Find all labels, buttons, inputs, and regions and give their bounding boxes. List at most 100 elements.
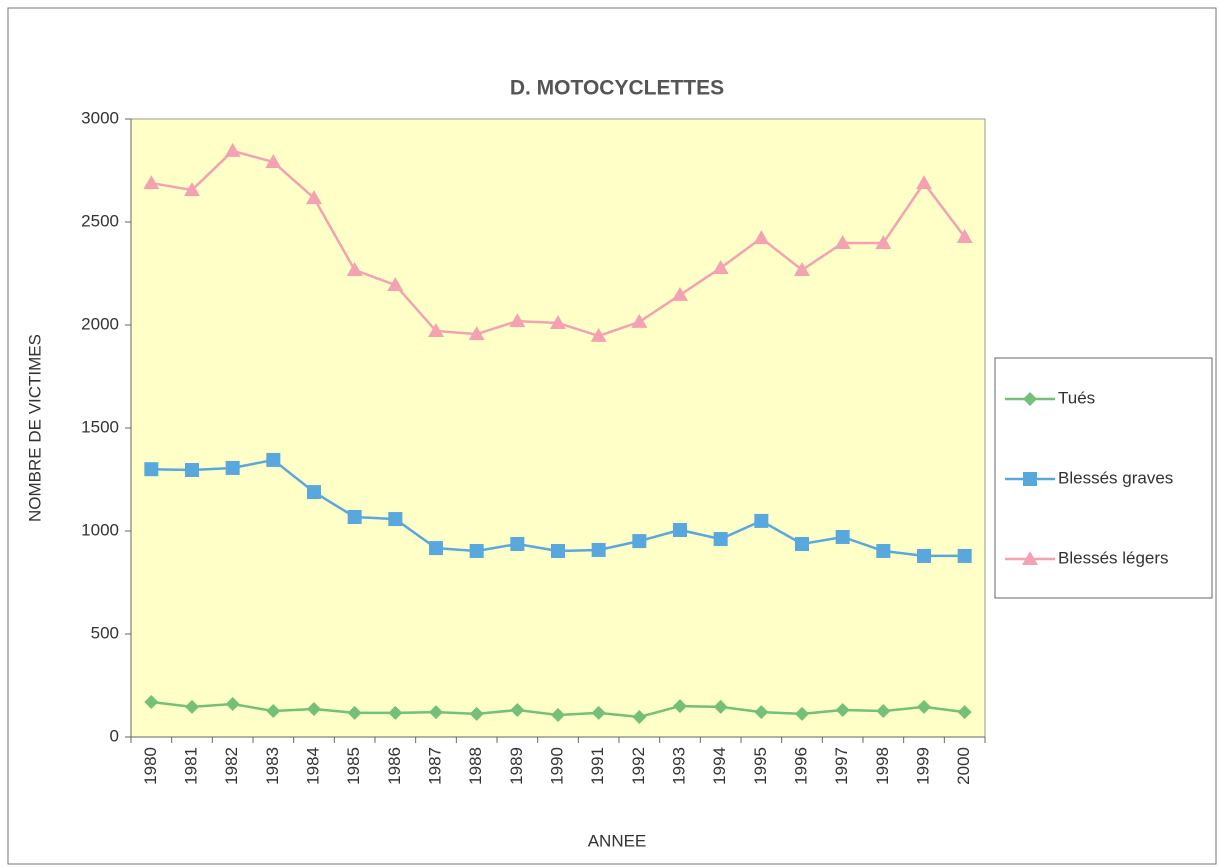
data-point	[510, 536, 525, 551]
y-tick-label: 2000	[81, 314, 119, 333]
data-point	[509, 313, 526, 328]
data-point	[185, 699, 199, 714]
data-point	[551, 707, 565, 722]
data-point	[795, 706, 809, 721]
data-point	[834, 235, 851, 250]
x-tick-label: 1995	[751, 747, 770, 785]
x-tick-label: 1988	[466, 747, 485, 785]
data-point	[266, 452, 281, 467]
x-tick-label: 1984	[303, 747, 322, 785]
legend-marker	[1022, 551, 1038, 565]
x-tick-label: 1991	[588, 747, 607, 785]
data-point	[307, 701, 321, 716]
x-tick-label: 1986	[385, 747, 404, 785]
data-point	[754, 705, 769, 720]
data-point	[591, 542, 606, 557]
data-point	[957, 705, 972, 720]
data-point	[713, 532, 728, 547]
plot-area	[130, 118, 986, 738]
data-point	[388, 705, 403, 720]
y-tick-label: 2500	[81, 211, 119, 230]
data-point	[428, 322, 444, 337]
x-tick-label: 1999	[913, 747, 932, 785]
data-point	[347, 705, 362, 720]
data-point	[917, 548, 931, 563]
legend-label: Tués	[1058, 388, 1095, 407]
data-point	[429, 705, 443, 720]
data-point	[875, 235, 892, 250]
data-point	[591, 705, 606, 720]
data-point	[835, 529, 850, 544]
data-point	[225, 460, 240, 475]
x-tick-label: 1985	[344, 747, 363, 785]
legend-marker	[1023, 392, 1037, 406]
data-point	[347, 509, 362, 524]
data-point	[712, 259, 729, 274]
data-point	[346, 261, 363, 276]
x-tick-label: 1987	[425, 747, 444, 785]
x-tick-label: 1992	[629, 747, 648, 785]
data-point	[631, 313, 648, 328]
data-point	[917, 699, 931, 714]
data-point	[957, 548, 972, 563]
y-axis-title: NOMBRE DE VICTIMES	[25, 334, 44, 522]
y-tick-label: 1500	[81, 417, 119, 436]
data-point	[469, 706, 484, 721]
y-tick-label: 3000	[81, 108, 119, 127]
data-point	[876, 704, 891, 719]
legend-marker	[1023, 472, 1037, 486]
data-point	[632, 710, 647, 725]
y-tick-label: 1000	[81, 520, 119, 539]
legend-label: Blessés graves	[1058, 468, 1173, 487]
x-tick-label: 1989	[507, 747, 526, 785]
data-point	[713, 699, 728, 714]
data-point	[754, 513, 769, 528]
x-tick-label: 1996	[791, 747, 810, 785]
data-point	[672, 286, 688, 301]
data-point	[510, 703, 525, 718]
data-point	[916, 175, 932, 190]
data-point	[265, 154, 282, 169]
x-tick-label: 1998	[873, 747, 892, 785]
data-point	[876, 543, 891, 558]
data-point	[673, 699, 687, 714]
data-point	[550, 314, 566, 329]
data-point	[144, 694, 159, 709]
data-point	[387, 277, 404, 292]
y-tick-label: 500	[91, 623, 119, 642]
data-point	[143, 175, 160, 190]
data-point	[835, 703, 850, 718]
x-tick-label: 1993	[669, 747, 688, 785]
data-point	[794, 261, 810, 276]
x-tick-label: 1981	[181, 747, 200, 785]
data-point	[795, 536, 809, 551]
x-axis-title: ANNEE	[588, 831, 647, 850]
chart-title: D. MOTOCYCLETTES	[510, 77, 724, 100]
data-point	[185, 463, 199, 478]
data-point	[590, 327, 607, 342]
data-point	[388, 512, 403, 527]
x-tick-label: 1980	[141, 747, 160, 785]
data-point	[266, 704, 281, 719]
legend-label: Blessés légers	[1058, 548, 1169, 567]
x-tick-label: 1990	[547, 747, 566, 785]
x-tick-label: 1994	[710, 747, 729, 785]
x-tick-label: 2000	[954, 747, 973, 785]
data-point	[673, 522, 687, 537]
data-point	[225, 697, 240, 712]
data-point	[306, 190, 322, 205]
data-point	[144, 462, 159, 477]
x-tick-label: 1983	[263, 747, 282, 785]
data-point	[469, 543, 484, 558]
data-point	[468, 326, 485, 341]
data-point	[551, 543, 565, 558]
x-tick-label: 1982	[222, 747, 241, 785]
data-point	[753, 230, 770, 245]
data-point	[307, 485, 321, 500]
data-point	[184, 182, 200, 197]
data-point	[429, 541, 443, 556]
data-point	[956, 229, 973, 244]
x-tick-label: 1997	[832, 747, 851, 785]
data-point	[224, 142, 241, 157]
